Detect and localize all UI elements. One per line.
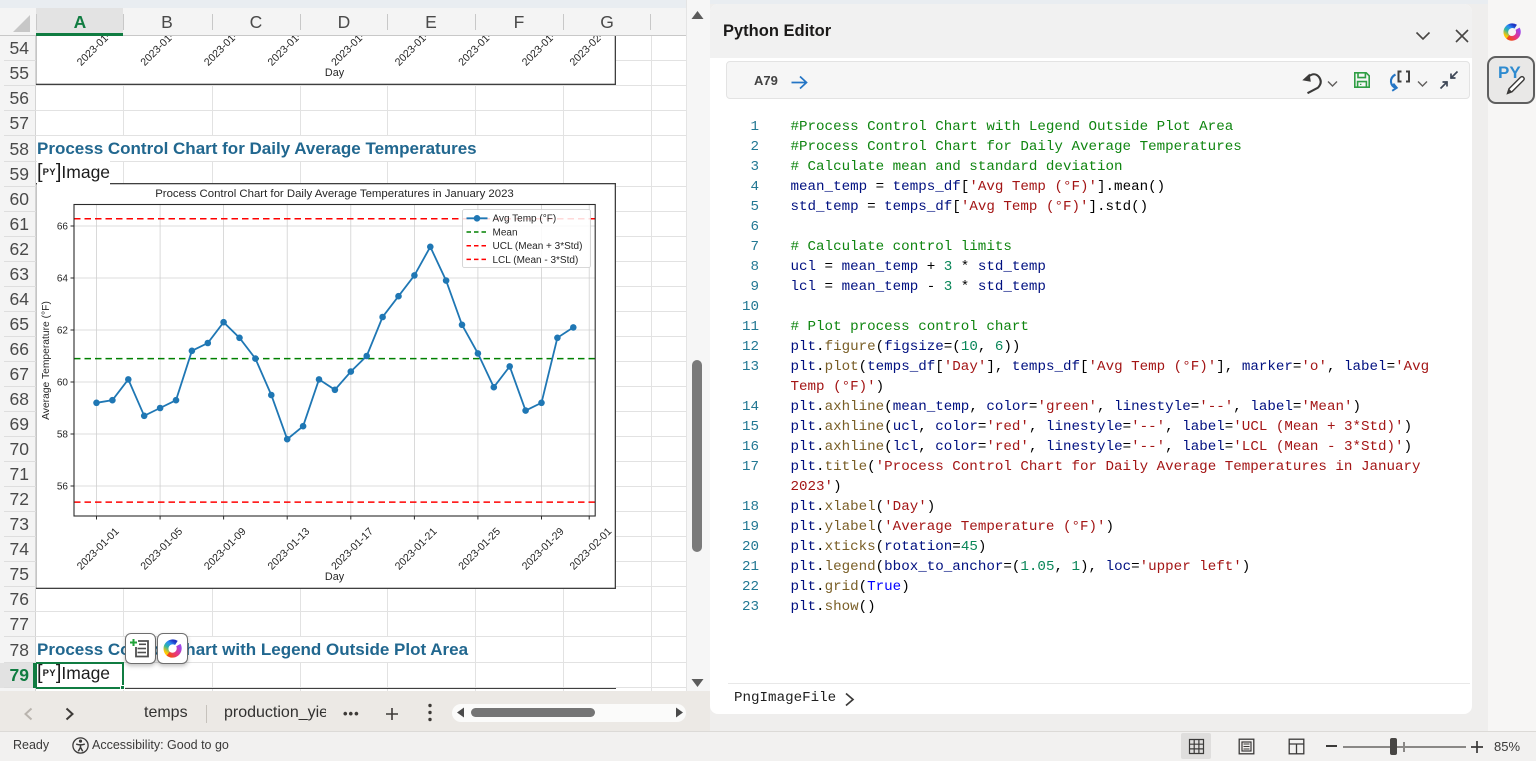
svg-text:Day: Day [325,571,345,583]
svg-text:64: 64 [57,274,69,285]
svg-text:LCL (Mean - 3*Std): LCL (Mean - 3*Std) [493,255,579,266]
svg-text:60: 60 [57,378,69,389]
svg-text:Avg Temp (°F): Avg Temp (°F) [493,214,557,225]
svg-text:62: 62 [57,326,69,337]
svg-text:Process Control Chart for Dail: Process Control Chart for Daily Average … [155,188,514,200]
svg-text:66: 66 [57,222,69,233]
svg-text:58: 58 [57,430,69,441]
svg-text:Average Temperature (°F): Average Temperature (°F) [41,301,52,420]
svg-text:UCL (Mean + 3*Std): UCL (Mean + 3*Std) [493,241,583,252]
svg-text:Day: Day [325,67,345,79]
svg-text:56: 56 [57,482,69,493]
svg-text:Mean: Mean [493,227,518,238]
